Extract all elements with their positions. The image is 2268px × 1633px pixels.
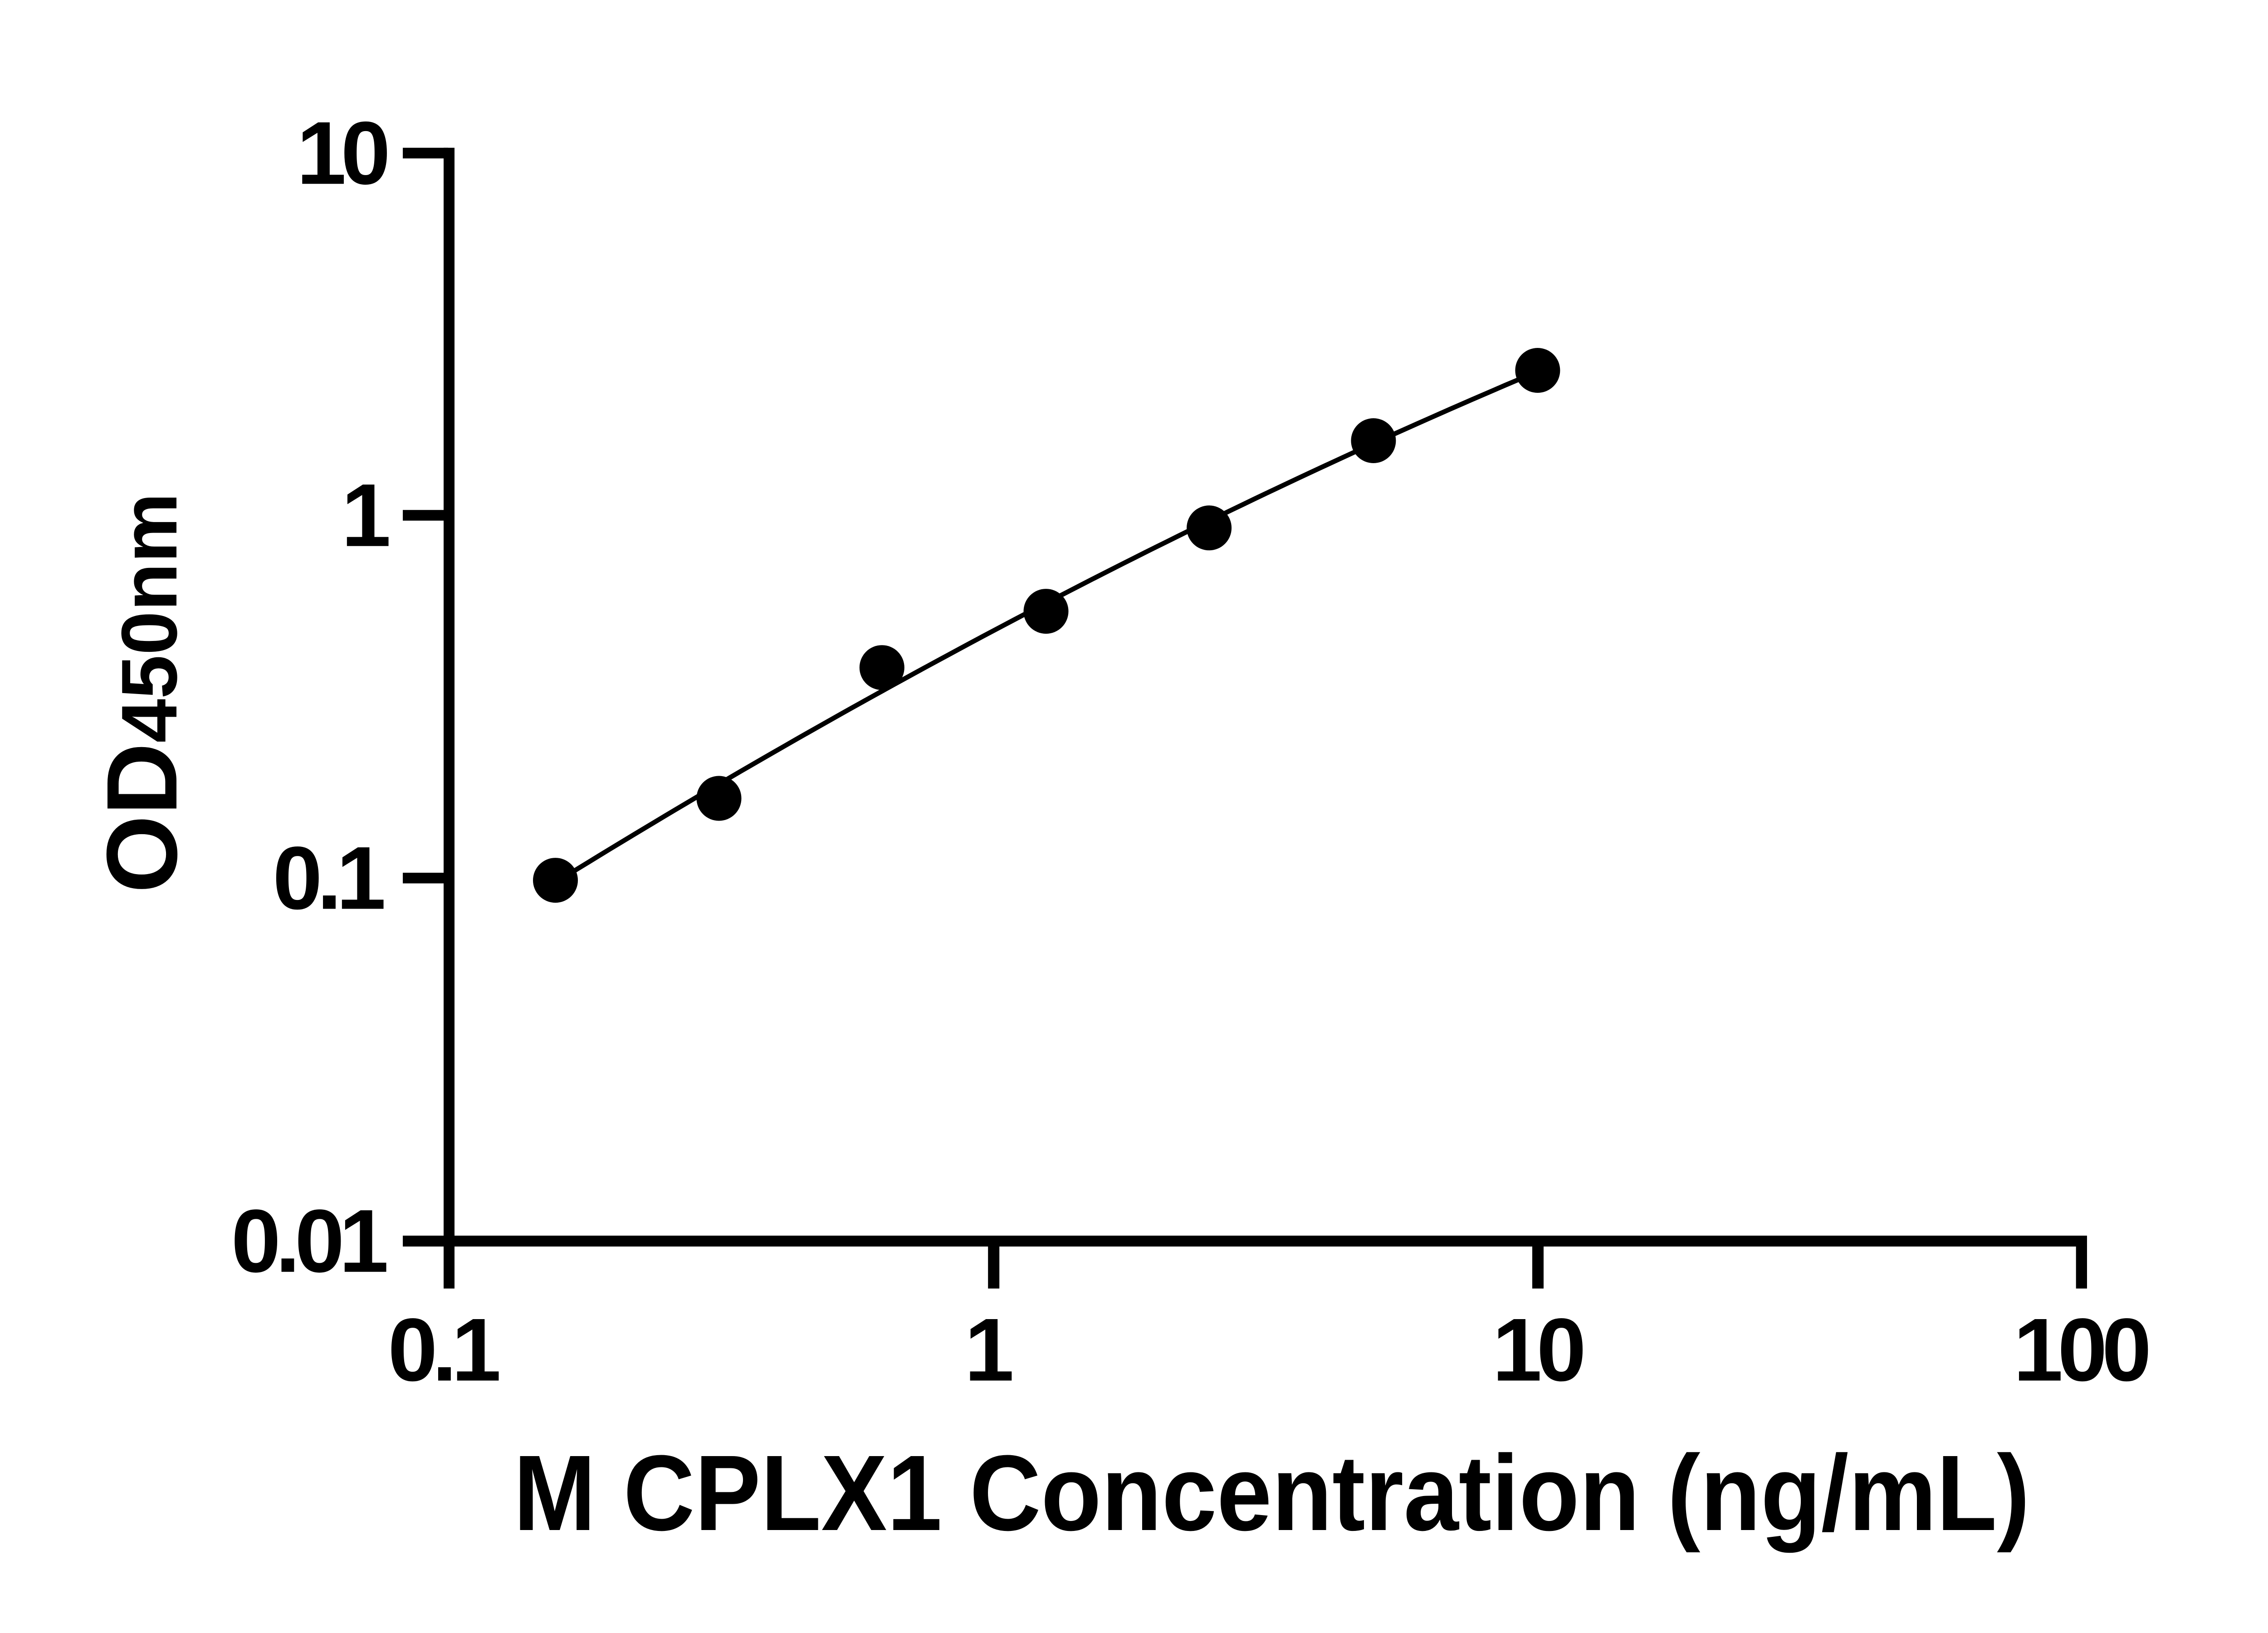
- svg-text:10: 10: [297, 103, 387, 203]
- svg-text:10: 10: [1492, 1300, 1583, 1400]
- svg-text:1: 1: [964, 1300, 1012, 1400]
- svg-text:0.01: 0.01: [231, 1191, 387, 1291]
- svg-text:0.1: 0.1: [388, 1300, 499, 1400]
- svg-text:100: 100: [2014, 1300, 2148, 1400]
- svg-text:1: 1: [341, 465, 389, 565]
- svg-text:0.1: 0.1: [273, 828, 384, 928]
- svg-text:OD450nm: OD450nm: [86, 493, 198, 893]
- svg-text:M CPLX1 Concentration (ng/mL): M CPLX1 Concentration (ng/mL): [513, 1433, 2030, 1553]
